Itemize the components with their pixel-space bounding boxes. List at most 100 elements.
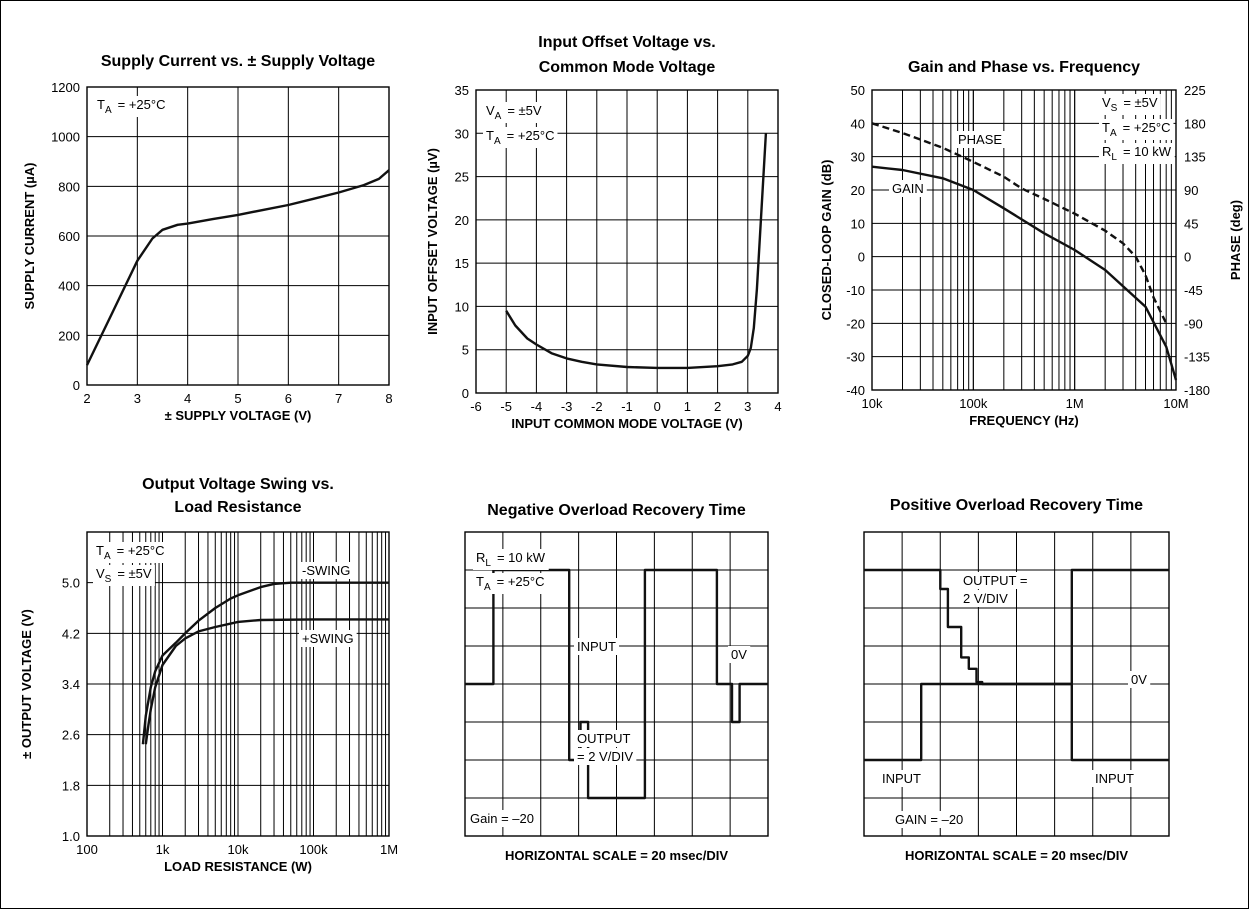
y-tick-label: 0 [462,386,469,401]
y-tick-label: -20 [846,316,865,331]
x-tick-label: 0 [654,399,661,414]
x-tick-label: 100k [959,396,988,411]
x-tick-label: 10M [1163,396,1188,411]
condition-vs-bg [1099,94,1161,115]
y-tick-label: 1.0 [62,829,80,844]
y2-tick-label: -135 [1184,350,1210,365]
x-tick-label: 10k [862,396,883,411]
plot-frame [86,86,390,386]
y-tick-label: 4.2 [62,626,80,641]
y2-tick-label: -180 [1184,383,1210,398]
x-tick-label: 4 [184,391,191,406]
condition-ta-bg [473,573,548,594]
x-tick-label: -2 [591,399,603,414]
label-output-scale: 2 V/DIV [963,591,1008,606]
y-tick-label: 600 [58,229,80,244]
series-line-swing [141,581,389,745]
x-tick-label: -1 [621,399,633,414]
label-input: INPUT [577,639,616,654]
x-tick-label: 100k [299,842,328,857]
y2-tick-label: 0 [1184,250,1191,265]
y-tick-label: 0 [858,250,865,265]
legend-label-gain-bg [889,180,927,197]
condition-ta: TA = +25°C [476,574,544,593]
y-tick-label: 10 [455,299,469,314]
chart-title: Input Offset Voltage vs. [538,34,716,51]
y-tick-label: 15 [455,256,469,271]
condition-rl: RL = 10 kW [1102,144,1172,163]
y-tick-label: 0 [73,378,80,393]
y-tick-label: 5 [462,343,469,358]
x-tick-label: 1M [380,842,398,857]
condition-ta-bg [94,96,169,117]
chart-title: Gain and Phase vs. Frequency [908,59,1140,76]
chart-grid [86,86,390,386]
plot-frame [863,531,1170,837]
condition-vs: VS = ±5V [1102,95,1158,114]
y2-tick-label: 180 [1184,116,1206,131]
x-axis-label: HORIZONTAL SCALE = 20 msec/DIV [905,848,1128,863]
x-axis-label: HORIZONTAL SCALE = 20 msec/DIV [505,848,728,863]
chart-title: Supply Current vs. ± Supply Voltage [101,53,375,70]
y-tick-label: -10 [846,283,865,298]
condition-vs-bg [93,565,155,586]
label-zero-volts: 0V [731,647,747,662]
chart-title: Negative Overload Recovery Time [487,502,746,519]
y2-tick-label: -90 [1184,316,1203,331]
condition-ta: TA = +25°C [1102,120,1170,139]
x-tick-label: 1 [684,399,691,414]
plot-frame [871,89,1177,391]
x-tick-label: 7 [335,391,342,406]
condition-va: VA = ±5V [486,103,542,122]
condition-ta-bg [1099,119,1174,140]
legend-label-plus-swing: +SWING [302,631,354,646]
condition-ta: TA = +25°C [97,97,165,116]
label-gain: GAIN = –20 [895,812,963,827]
y-axis-label: SUPPLY CURRENT (µA) [22,163,37,310]
x-tick-label: 3 [744,399,751,414]
label-output-scale-bg [960,590,1012,607]
y-tick-label: 40 [851,116,865,131]
label-zero-volts-bg [728,646,751,663]
x-axis-label: FREQUENCY (Hz) [969,413,1079,428]
chart-3: Gain and Phase vs. Frequency 10k 100k 1M 10M… [819,59,1243,428]
legend-label-minus-swing: -SWING [302,563,350,578]
chart-title: Load Resistance [174,499,301,516]
y-tick-label: 30 [455,126,469,141]
y-tick-label: 5.0 [62,576,80,591]
y-axis-label: CLOSED-LOOP GAIN (dB) [819,160,834,321]
chart-1: Supply Current vs. ± Supply Voltage 2 3 4 5 6… [22,53,393,423]
y-tick-label: 800 [58,179,80,194]
legend-label-minus-swing-bg [299,562,354,579]
y-tick-label: 200 [58,328,80,343]
x-tick-label: 2 [83,391,90,406]
y2-tick-label: 45 [1184,216,1198,231]
x-tick-label: -6 [470,399,482,414]
y2-tick-label: 225 [1184,83,1206,98]
label-output-bg [574,730,634,747]
chart-title: Common Mode Voltage [539,59,716,76]
y-tick-label: -30 [846,350,865,365]
label-output-scale: = 2 V/DIV [577,749,633,764]
chart-4: Output Voltage Swing vs. Load Resistance 1… [19,476,398,874]
x-tick-label: -3 [561,399,573,414]
legend-label-gain: GAIN [892,181,924,196]
x-tick-label: 1k [156,842,170,857]
legend-label-plus-swing-bg [299,630,357,647]
y2-tick-label: 135 [1184,150,1206,165]
chart-title: Positive Overload Recovery Time [890,497,1143,514]
label-gain-bg [467,810,537,827]
y-tick-label: 25 [455,170,469,185]
label-gain-bg [892,811,967,828]
chart-title: Output Voltage Swing vs. [142,476,334,493]
label-zero-volts-bg [1128,671,1151,688]
series-line-1 [85,169,390,366]
chart-6: Positive Overload Recovery Time HORIZONTA… [863,497,1170,863]
x-axis-label: ± SUPPLY VOLTAGE (V) [165,408,312,423]
condition-rl-bg [1099,143,1175,164]
series-line-1 [505,133,768,370]
label-output-bg [960,572,1031,589]
y-tick-label: 50 [851,83,865,98]
series-line-phase [871,122,1168,324]
